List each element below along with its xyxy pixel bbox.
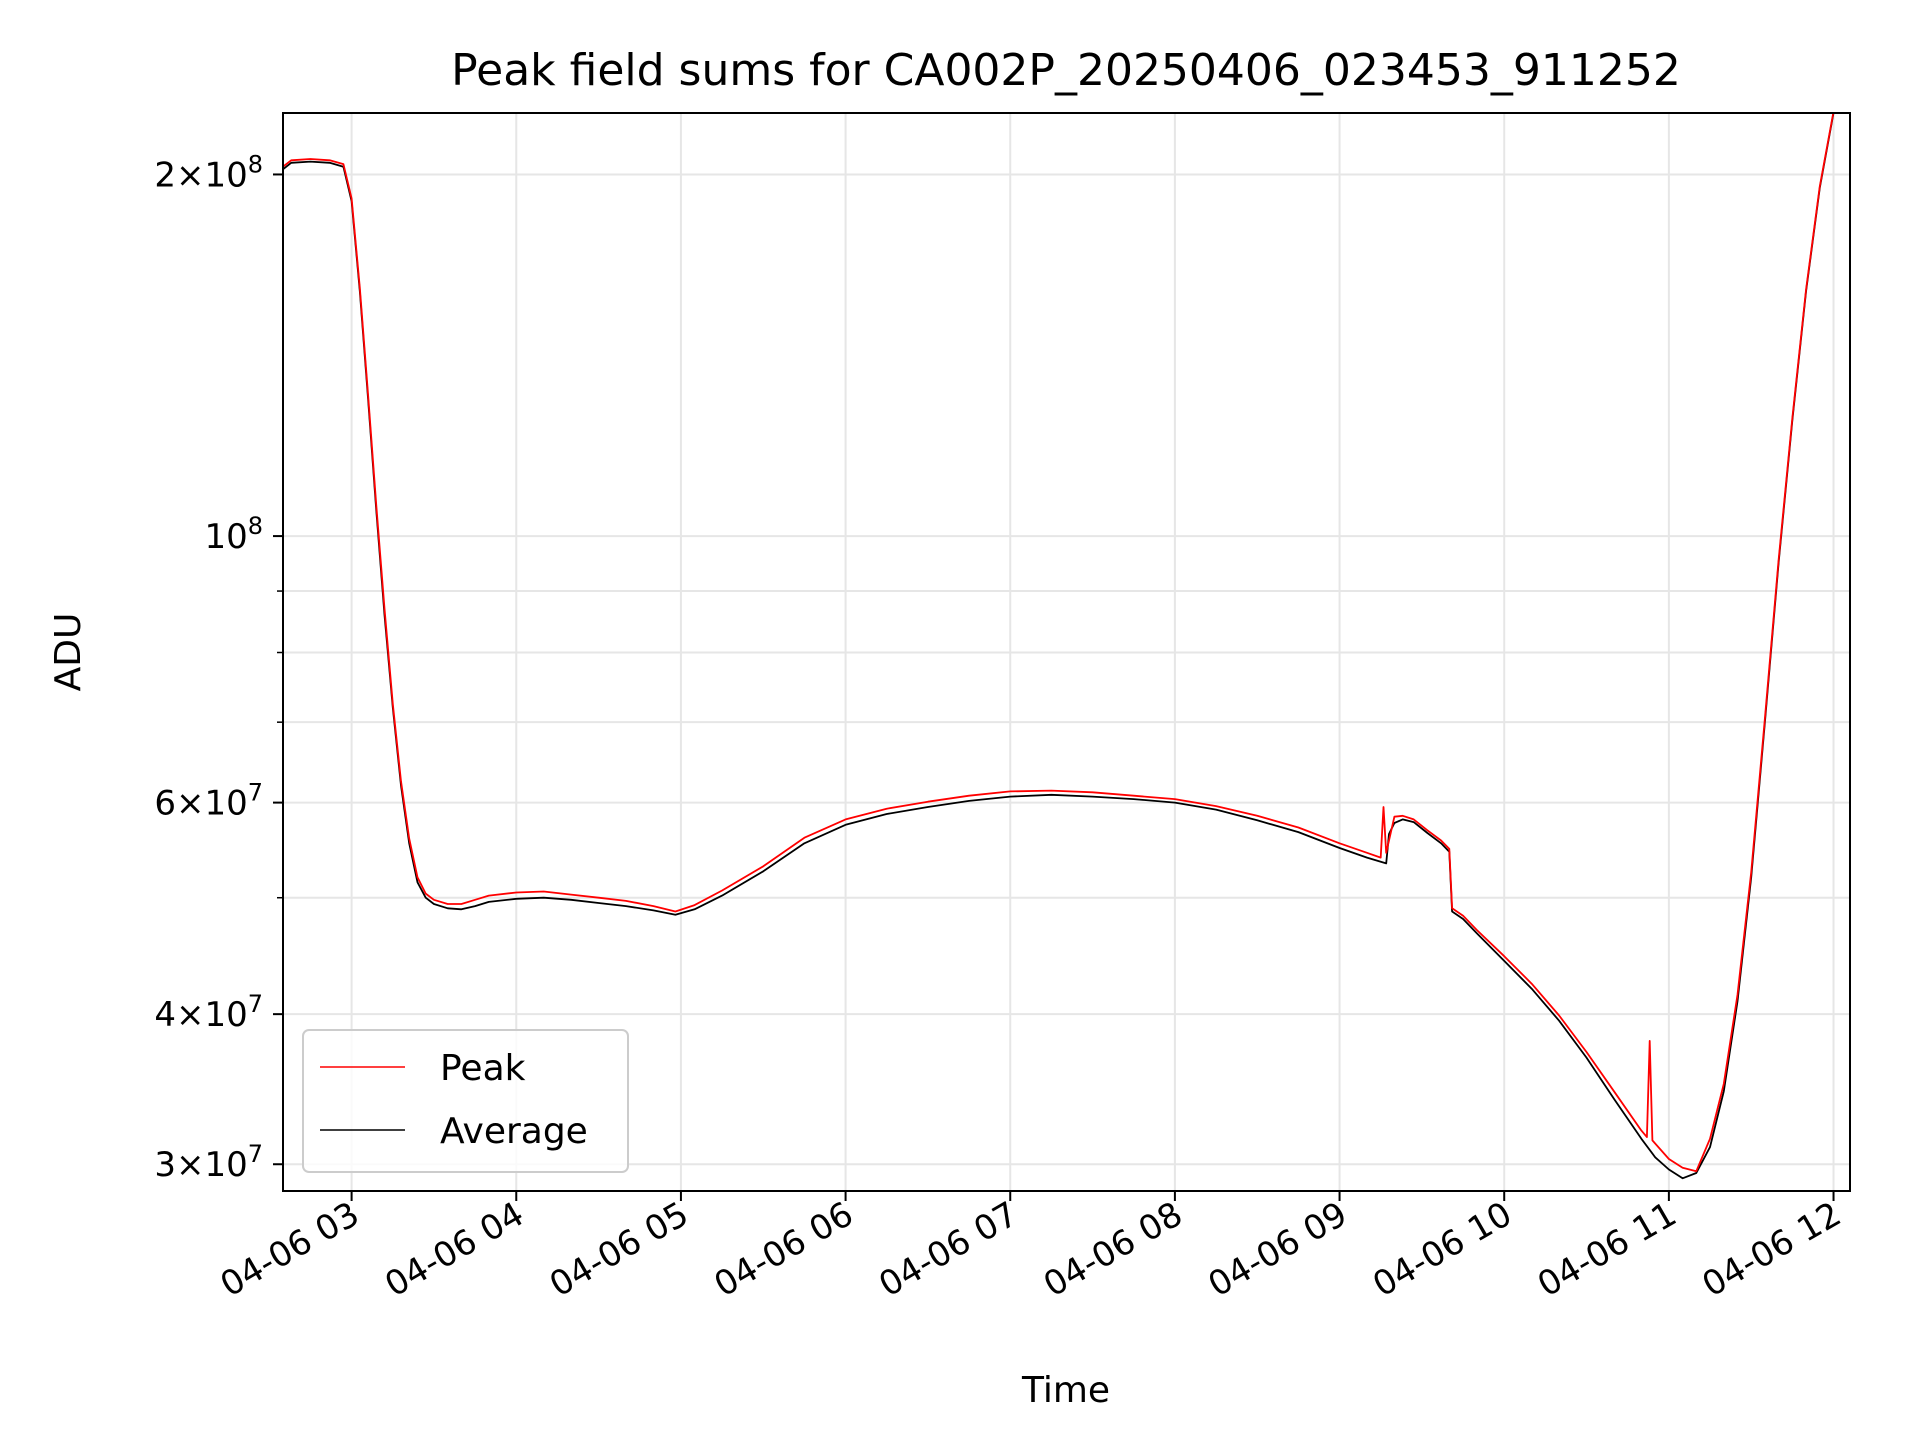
chart-title: Peak field sums for CA002P_20250406_0234… (451, 45, 1681, 96)
grid (283, 113, 1850, 1191)
y-axis-label: ADU (48, 613, 89, 692)
x-axis-label: Time (1021, 1370, 1110, 1411)
legend-box (302, 1029, 629, 1173)
series-line-peak (283, 113, 1835, 1173)
legend: Peak Average (302, 1029, 629, 1173)
y-tick-label: 108 (204, 512, 263, 557)
series-layer (283, 113, 1835, 1180)
y-tick-label: 2×108 (154, 150, 263, 195)
y-axis: 3×107 4×107 6×107 108 2×108 (154, 150, 283, 1185)
y-tick-label: 4×107 (154, 990, 263, 1035)
legend-label-peak: Peak (440, 1048, 526, 1089)
y-tick-label: 6×107 (154, 779, 263, 824)
legend-label-average: Average (440, 1111, 588, 1152)
y-tick-label: 3×107 (154, 1140, 263, 1185)
series-line-average (283, 113, 1835, 1180)
